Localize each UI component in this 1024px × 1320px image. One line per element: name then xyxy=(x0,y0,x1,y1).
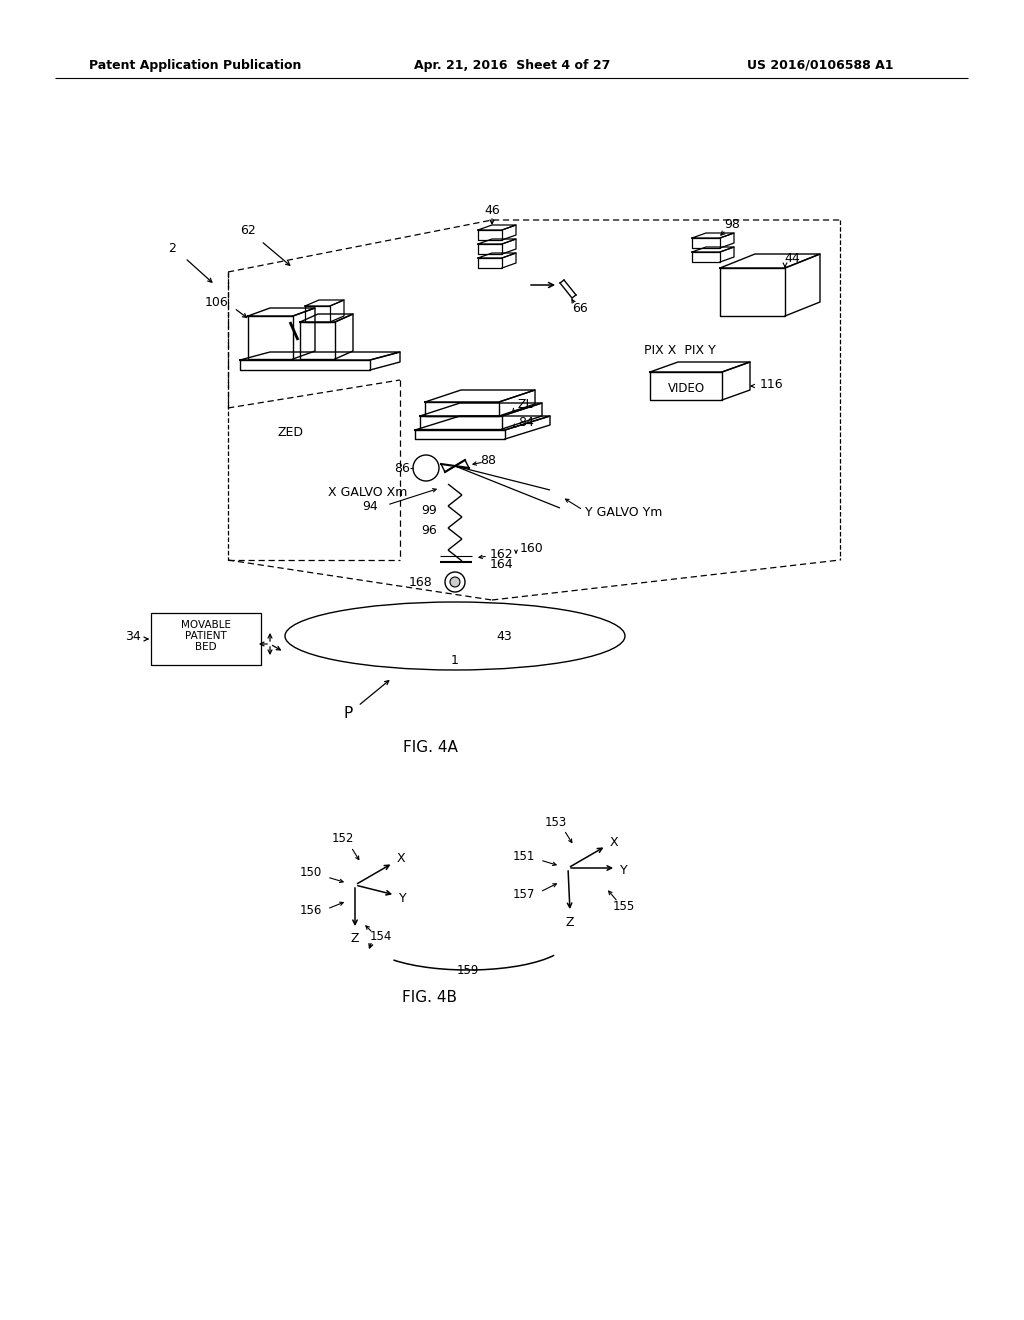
Text: 99: 99 xyxy=(421,503,437,516)
Text: ZED: ZED xyxy=(278,425,303,438)
Text: 94: 94 xyxy=(362,500,378,513)
Text: Patent Application Publication: Patent Application Publication xyxy=(89,58,301,71)
Text: Apr. 21, 2016  Sheet 4 of 27: Apr. 21, 2016 Sheet 4 of 27 xyxy=(414,58,610,71)
Text: 66: 66 xyxy=(572,301,588,314)
Text: 151: 151 xyxy=(513,850,536,862)
Text: 157: 157 xyxy=(513,887,536,900)
Text: Y: Y xyxy=(399,891,407,904)
Text: X GALVO Xm: X GALVO Xm xyxy=(328,486,408,499)
Text: X: X xyxy=(609,836,618,849)
Text: VIDEO: VIDEO xyxy=(668,381,705,395)
Text: ZL: ZL xyxy=(518,399,534,412)
Text: 168: 168 xyxy=(409,576,432,589)
Text: 160: 160 xyxy=(520,541,544,554)
Text: P: P xyxy=(343,706,352,722)
Circle shape xyxy=(450,577,460,587)
Text: Y: Y xyxy=(621,863,628,876)
Text: 44: 44 xyxy=(784,252,800,264)
Text: 159: 159 xyxy=(457,964,479,977)
Text: MOVABLE: MOVABLE xyxy=(181,620,231,630)
Text: 84: 84 xyxy=(518,416,534,429)
Text: FIG. 4B: FIG. 4B xyxy=(402,990,458,1006)
Text: 98: 98 xyxy=(724,219,740,231)
Text: BED: BED xyxy=(196,642,217,652)
Text: Z: Z xyxy=(351,932,359,945)
Text: 86: 86 xyxy=(394,462,410,474)
Text: 155: 155 xyxy=(613,899,635,912)
Text: 2: 2 xyxy=(168,242,176,255)
Text: 43: 43 xyxy=(496,630,512,643)
Text: 88: 88 xyxy=(480,454,496,466)
Text: 150: 150 xyxy=(300,866,323,879)
Text: 156: 156 xyxy=(300,904,323,917)
Text: 153: 153 xyxy=(545,816,567,829)
Text: 34: 34 xyxy=(125,631,141,644)
Text: PATIENT: PATIENT xyxy=(185,631,227,642)
Text: 96: 96 xyxy=(421,524,437,536)
Text: US 2016/0106588 A1: US 2016/0106588 A1 xyxy=(746,58,893,71)
Text: FIG. 4A: FIG. 4A xyxy=(402,741,458,755)
Text: 62: 62 xyxy=(240,223,256,236)
Text: 116: 116 xyxy=(760,379,783,392)
Text: 162: 162 xyxy=(490,548,514,561)
Text: 154: 154 xyxy=(370,931,392,944)
Text: 164: 164 xyxy=(490,558,514,572)
Text: 152: 152 xyxy=(332,833,354,846)
Text: X: X xyxy=(396,853,406,866)
Text: Z: Z xyxy=(565,916,574,928)
Text: Y GALVO Ym: Y GALVO Ym xyxy=(585,506,663,519)
Text: 46: 46 xyxy=(484,203,500,216)
Text: 1: 1 xyxy=(451,653,459,667)
Text: PIX X  PIX Y: PIX X PIX Y xyxy=(644,343,716,356)
Text: 106: 106 xyxy=(204,296,228,309)
